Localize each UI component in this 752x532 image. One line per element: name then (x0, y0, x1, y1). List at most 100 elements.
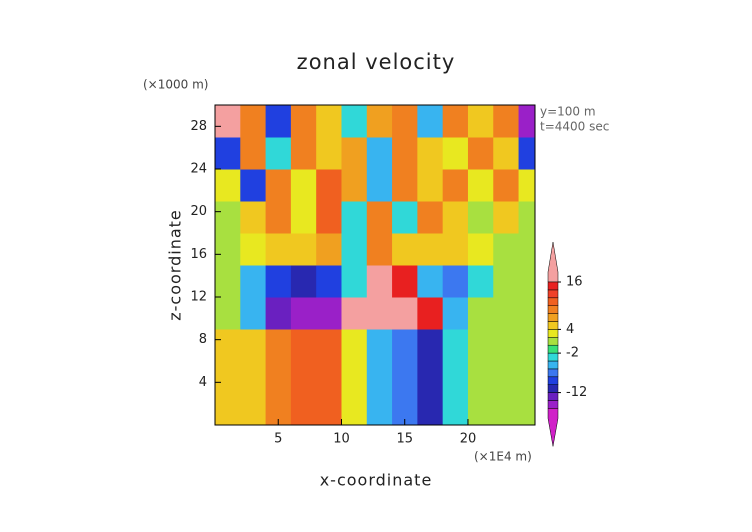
field-cell (442, 297, 469, 330)
colorbar-tick-label: 16 (566, 275, 583, 290)
field (215, 105, 535, 425)
colorbar-swatch (547, 368, 559, 378)
field-cell (265, 105, 292, 138)
field-cell (366, 233, 393, 266)
field-cell (442, 393, 469, 425)
field-cell (442, 329, 469, 362)
field-cell (366, 105, 393, 138)
field-cell (265, 297, 292, 330)
field-cell (417, 361, 444, 394)
colorbar-swatch (547, 281, 559, 291)
field-cell (392, 169, 418, 202)
field-cell (467, 297, 494, 330)
field-cell (417, 105, 444, 138)
field-cell (467, 265, 494, 298)
field-cell (366, 393, 393, 425)
field-cell (215, 297, 241, 330)
colorbar-swatch (547, 392, 559, 401)
field-cell (215, 105, 241, 138)
field-cell (493, 169, 520, 202)
colorbar-swatch (547, 400, 559, 409)
field-cell (265, 169, 292, 202)
field-cell (215, 361, 241, 394)
field-cell (493, 233, 520, 266)
field-cell (442, 137, 469, 170)
field-cell (240, 329, 267, 362)
chart-title: zonal velocity (297, 50, 456, 74)
field-cell (518, 265, 535, 298)
field-cell (366, 297, 393, 330)
field-cell (467, 233, 494, 266)
field-cell (316, 265, 342, 298)
colorbar-swatch (547, 337, 559, 346)
field-cell (518, 137, 535, 170)
field-cell (341, 201, 368, 234)
field-cell (341, 265, 368, 298)
field-cell (518, 361, 535, 394)
field-cell (240, 137, 267, 170)
colorbar-swatch (547, 344, 559, 354)
field-cell (316, 137, 342, 170)
y-tick-label: 8 (199, 332, 207, 347)
field-cell (215, 265, 241, 298)
field-cell (215, 233, 241, 266)
colorbar-swatch (547, 384, 559, 393)
field-cell (341, 361, 368, 394)
field-cell (341, 297, 368, 330)
field-cell (316, 169, 342, 202)
field-cell (518, 329, 535, 362)
field-cell (518, 297, 535, 330)
field-cell (493, 393, 520, 425)
field-cell (265, 329, 292, 362)
field-cell (240, 393, 267, 425)
x-unit: (×1E4 m) (474, 450, 532, 464)
field-cell (442, 265, 469, 298)
colorbar-swatch (547, 297, 559, 306)
field-cell (392, 105, 418, 138)
annotation: t=4400 sec (540, 120, 609, 134)
y-tick-label: 20 (190, 204, 207, 219)
field-cell (366, 201, 393, 234)
field-cell (417, 297, 444, 330)
field-cell (518, 169, 535, 202)
field-cell (493, 297, 520, 330)
field-cell (316, 329, 342, 362)
field-cell (240, 297, 267, 330)
y-tick-label: 16 (190, 247, 207, 262)
field-cell (316, 393, 342, 425)
field-cell (493, 137, 520, 170)
field-cell (417, 233, 444, 266)
colorbar-extend (547, 408, 559, 447)
field-cell (442, 233, 469, 266)
field-cell (392, 233, 418, 266)
field-cell (290, 169, 317, 202)
field-cell (442, 105, 469, 138)
field-cell (265, 137, 292, 170)
colorbar-tick-label: 4 (566, 322, 574, 337)
field-cell (417, 137, 444, 170)
field-cell (417, 169, 444, 202)
field-cell (316, 233, 342, 266)
y-tick-label: 28 (190, 119, 207, 134)
field-cell (341, 329, 368, 362)
x-tick-label: 5 (274, 432, 282, 447)
field-cell (316, 297, 342, 330)
field-cell (467, 361, 494, 394)
field-cell (392, 201, 418, 234)
field-cell (417, 265, 444, 298)
field-cell (215, 137, 241, 170)
field-cell (366, 265, 393, 298)
field-cell (265, 361, 292, 394)
plot-frame (214, 104, 536, 426)
field-cell (240, 169, 267, 202)
y-tick-label: 12 (190, 290, 207, 305)
field-cell (290, 265, 317, 298)
field-cell (366, 329, 393, 362)
field-cell (290, 393, 317, 425)
x-tick-label: 20 (460, 432, 477, 447)
field-cell (493, 361, 520, 394)
field-cell (341, 169, 368, 202)
field-cell (518, 393, 535, 425)
colorbar-swatch (547, 360, 559, 370)
field-cell (215, 201, 241, 234)
